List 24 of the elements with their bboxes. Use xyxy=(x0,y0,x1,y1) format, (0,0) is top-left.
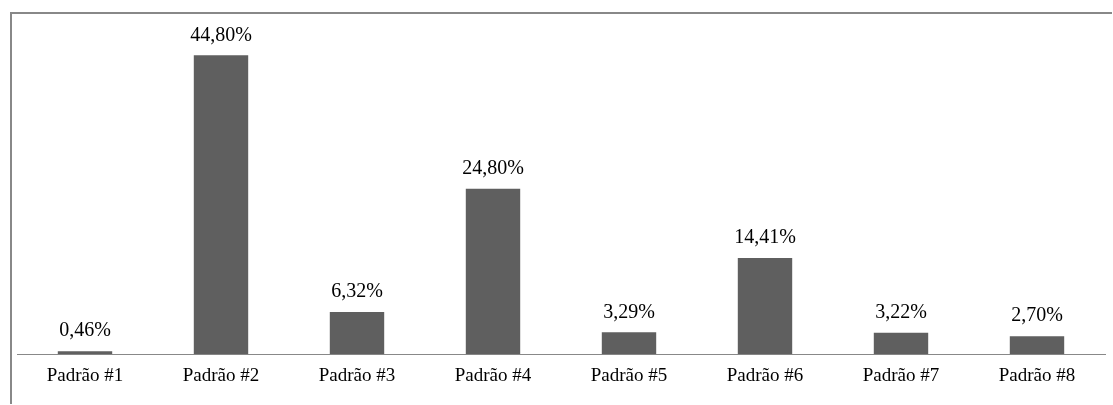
data-label: 44,80% xyxy=(190,22,252,45)
data-label: 24,80% xyxy=(462,156,524,179)
x-tick-label: Padrão #7 xyxy=(862,363,940,385)
bar xyxy=(329,312,385,355)
x-tick-label: Padrão #4 xyxy=(454,363,532,385)
data-label: 14,41% xyxy=(734,225,796,248)
x-tick-label: Padrão #8 xyxy=(998,363,1076,385)
data-label: 2,70% xyxy=(1011,303,1063,326)
x-tick-label: Padrão #1 xyxy=(46,363,124,385)
x-tick-label: Padrão #2 xyxy=(182,363,260,385)
x-tick-label: Padrão #3 xyxy=(318,363,396,385)
bar xyxy=(193,55,249,355)
x-tick-label: Padrão #5 xyxy=(590,363,668,385)
bar xyxy=(57,351,113,355)
data-label: 3,29% xyxy=(603,299,655,322)
data-label: 3,22% xyxy=(875,299,927,322)
bar xyxy=(465,188,521,355)
data-label: 0,46% xyxy=(59,318,111,341)
bar xyxy=(737,258,793,355)
bar xyxy=(601,332,657,355)
bar xyxy=(873,332,929,355)
data-label: 6,32% xyxy=(331,279,383,302)
bar xyxy=(1009,336,1065,355)
x-tick-label: Padrão #6 xyxy=(726,363,804,385)
